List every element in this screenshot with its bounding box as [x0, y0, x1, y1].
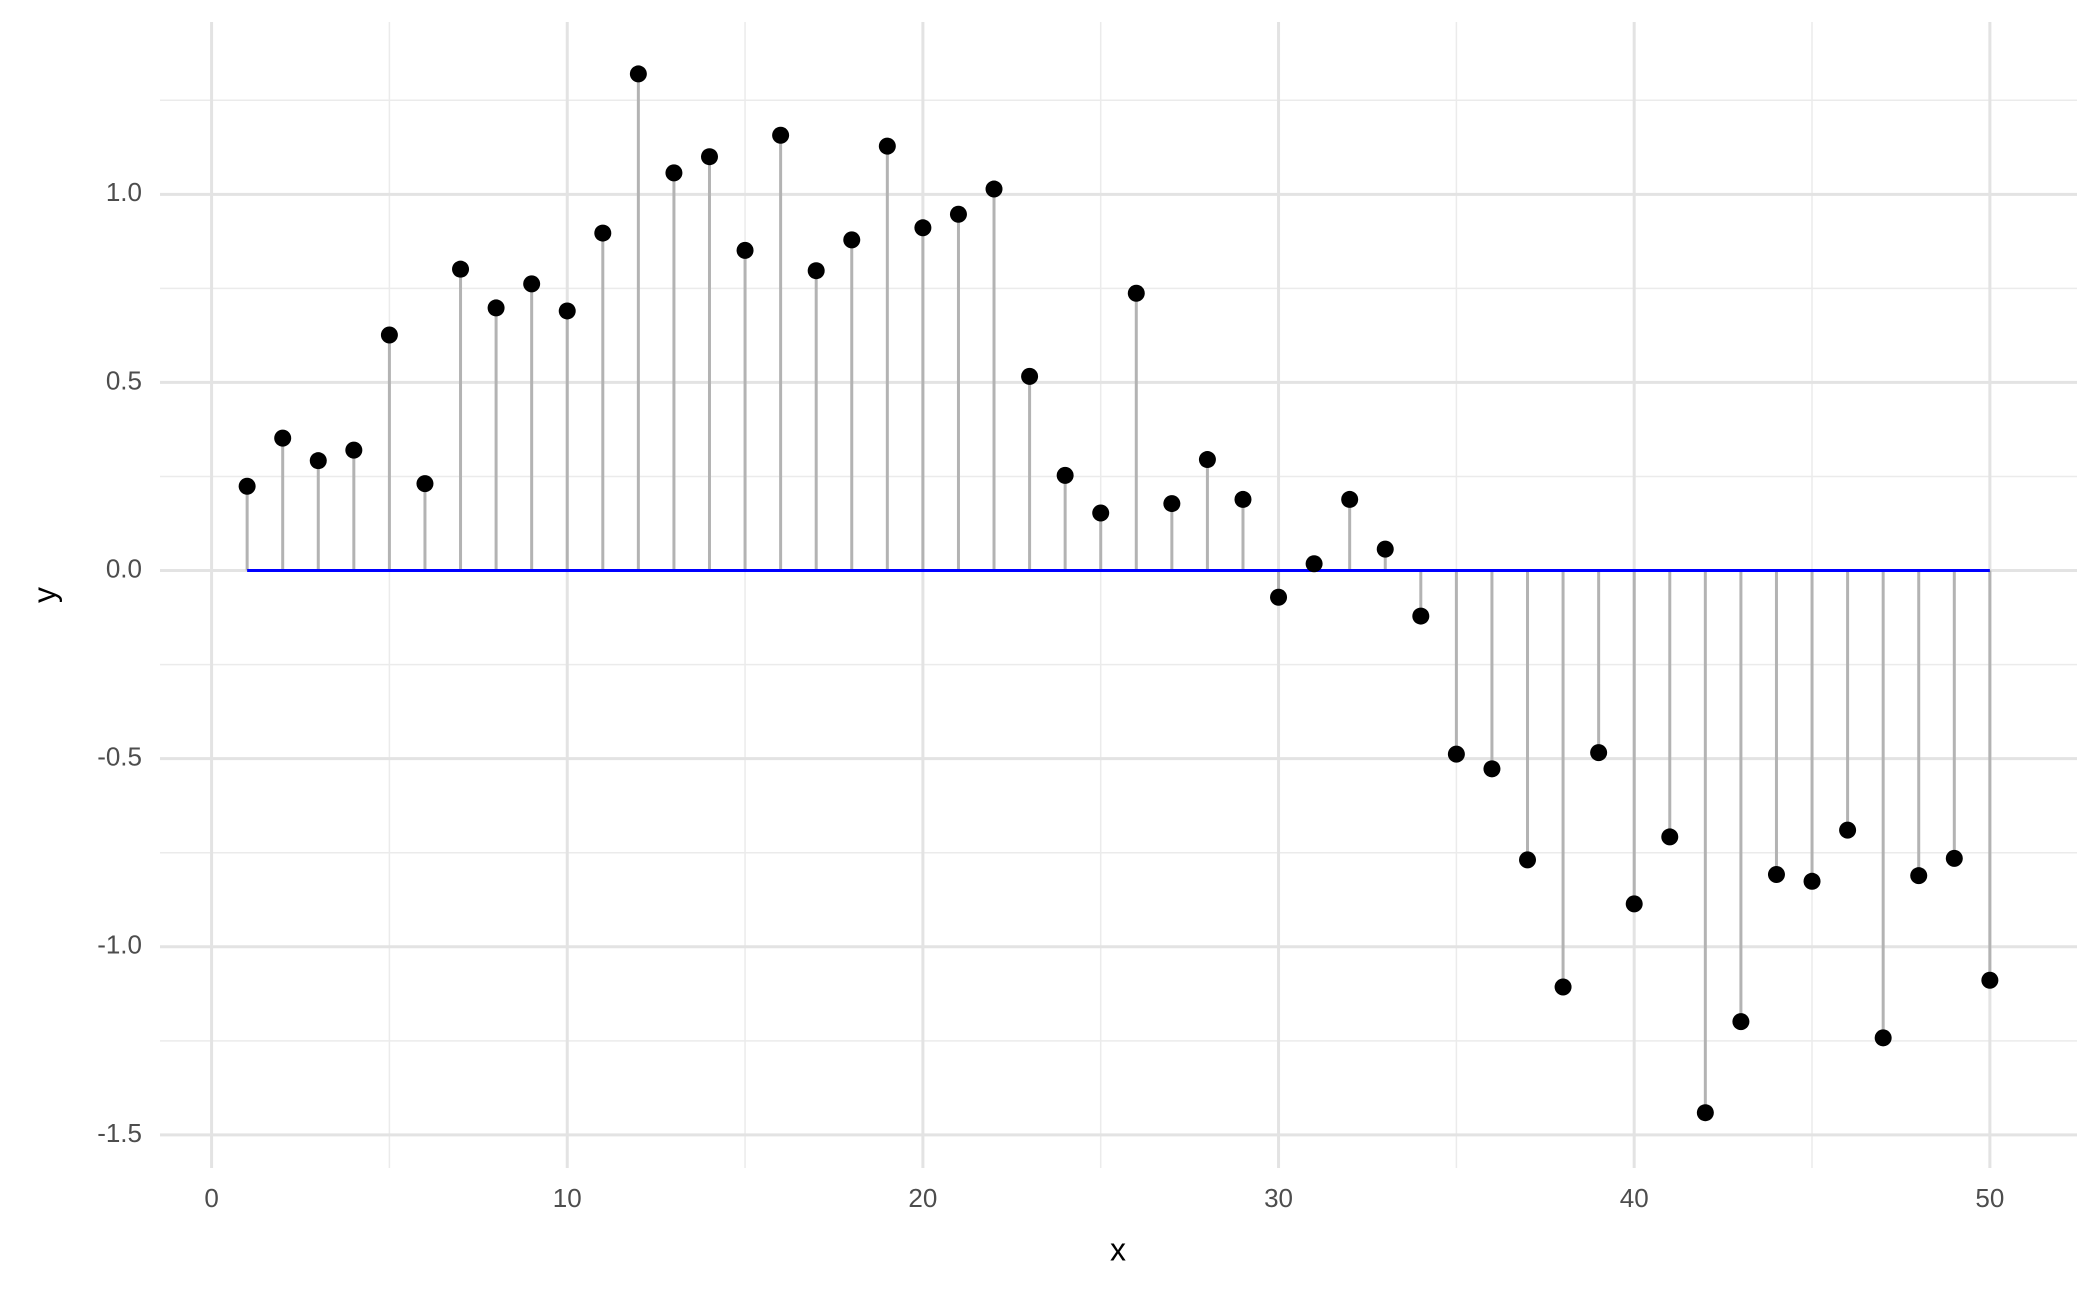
y-tick-label: -0.5 [97, 742, 142, 772]
x-tick-label: 10 [553, 1183, 582, 1213]
x-axis-title: x [1110, 1231, 1126, 1267]
x-tick-label: 0 [204, 1183, 218, 1213]
point [807, 262, 825, 280]
x-tick-label: 30 [1264, 1183, 1293, 1213]
point [772, 126, 790, 144]
point [1056, 466, 1074, 484]
point [1625, 895, 1643, 913]
point [1839, 821, 1857, 839]
point [1341, 490, 1359, 508]
point [1447, 745, 1465, 763]
point [1021, 367, 1039, 385]
point [1376, 540, 1394, 558]
point [1519, 851, 1537, 869]
point [1945, 849, 1963, 867]
point [1305, 555, 1323, 573]
point [1554, 978, 1572, 996]
point [1198, 451, 1216, 469]
point [700, 148, 718, 166]
point [878, 137, 896, 155]
point [1234, 490, 1252, 508]
point [1803, 872, 1821, 890]
point [487, 299, 505, 317]
point [1127, 284, 1145, 302]
point [1163, 495, 1181, 513]
point [1696, 1104, 1714, 1122]
y-tick-label: 1.0 [106, 177, 142, 207]
point [949, 205, 967, 223]
point [1270, 588, 1288, 606]
point [416, 475, 434, 493]
point [1092, 504, 1110, 522]
point [1661, 828, 1679, 846]
y-tick-label: 0.0 [106, 553, 142, 583]
point [665, 164, 683, 182]
point [629, 65, 647, 83]
point [452, 260, 470, 278]
point [736, 241, 754, 259]
x-tick-label: 40 [1620, 1183, 1649, 1213]
point [985, 180, 1003, 198]
point [1732, 1013, 1750, 1031]
point [238, 477, 256, 495]
marks [238, 65, 1999, 1122]
grid [160, 22, 2077, 1168]
x-tick-label: 50 [1975, 1183, 2004, 1213]
y-axis-title: y [26, 587, 62, 603]
point [1483, 760, 1501, 778]
point [1981, 971, 1999, 989]
x-tick-label: 20 [908, 1183, 937, 1213]
point [309, 452, 327, 470]
point [558, 302, 576, 320]
point [594, 224, 612, 242]
point [843, 231, 861, 249]
point [1767, 866, 1785, 884]
point [1874, 1029, 1892, 1047]
point [914, 219, 932, 237]
point [1910, 867, 1928, 885]
y-tick-label: -1.0 [97, 930, 142, 960]
point [523, 275, 541, 293]
y-tick-label: -1.5 [97, 1118, 142, 1148]
point [380, 326, 398, 344]
point [345, 441, 363, 459]
point [274, 429, 292, 447]
y-tick-label: 0.5 [106, 365, 142, 395]
point [1590, 744, 1608, 762]
point [1412, 607, 1430, 625]
